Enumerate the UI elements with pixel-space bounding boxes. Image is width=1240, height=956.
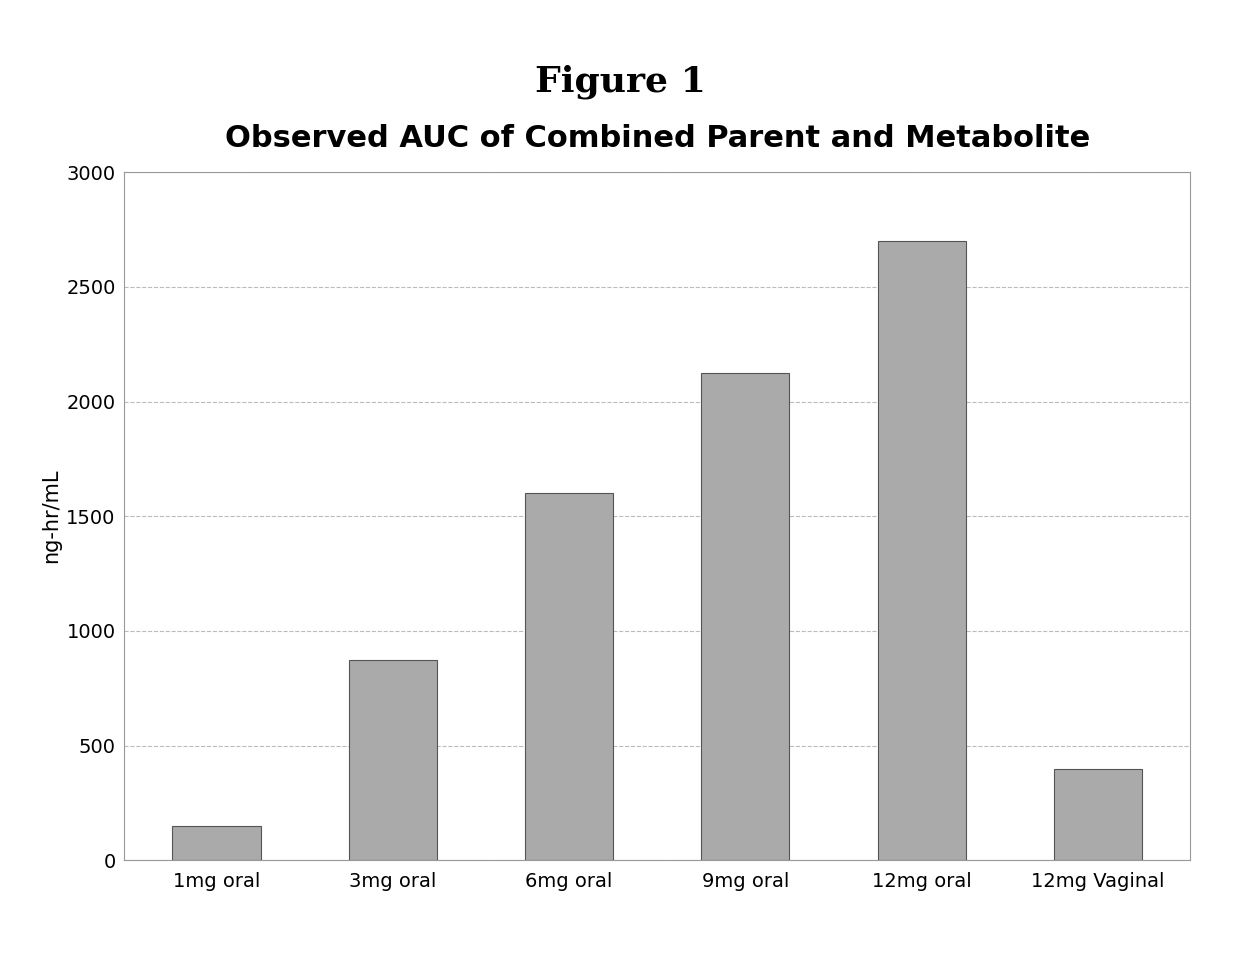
Bar — [702, 373, 790, 860]
Bar — [1054, 769, 1142, 860]
Bar — [878, 241, 966, 860]
Title: Observed AUC of Combined Parent and Metabolite: Observed AUC of Combined Parent and Meta… — [224, 124, 1090, 153]
Bar — [172, 826, 260, 860]
Bar — [348, 660, 436, 860]
Y-axis label: ng-hr/mL: ng-hr/mL — [41, 469, 61, 563]
Text: Figure 1: Figure 1 — [534, 64, 706, 98]
Bar — [525, 493, 613, 860]
